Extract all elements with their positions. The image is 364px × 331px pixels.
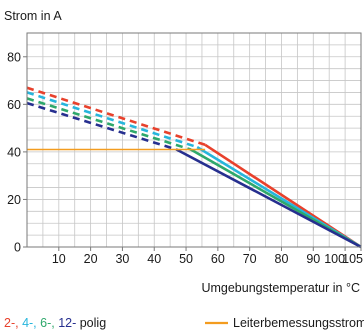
plot-frame: [26, 32, 362, 248]
y-tick-label: 80: [7, 50, 21, 64]
series-solid-line: [175, 148, 362, 249]
x-tick-label: 20: [84, 252, 98, 266]
legend-pole-item: 6-,: [40, 316, 58, 330]
x-tick-label: 80: [275, 252, 289, 266]
x-tick-label: 70: [243, 252, 257, 266]
x-tick-label: 50: [179, 252, 193, 266]
legend-pole-item: 12-: [58, 316, 80, 330]
legend-rated-current-label: Leiterbemessungsstrom: [233, 316, 364, 330]
x-tick-label: 105: [342, 252, 363, 266]
x-tick-label: 100: [324, 252, 345, 266]
legend-pole-item: polig: [80, 316, 106, 330]
series-dashed-line: [26, 91, 198, 149]
series-dashed-line: [26, 97, 192, 151]
series-lines: [26, 86, 362, 249]
series-dashed-line: [26, 101, 177, 151]
y-tick-label: 0: [14, 241, 21, 255]
y-tick-label: 40: [7, 145, 21, 159]
x-tick-label: 30: [115, 252, 129, 266]
x-axis-title: Umgebungstemperatur in °C: [201, 281, 360, 295]
legend: 2-, 4-, 6-, 12- polig Leiterbemessungsst…: [4, 316, 364, 330]
y-tick-label: 20: [7, 193, 21, 207]
legend-pole-item: 2-,: [4, 316, 22, 330]
y-axis-title: Strom in A: [4, 9, 62, 23]
x-tick-label: 40: [147, 252, 161, 266]
x-tick-label: 90: [306, 252, 320, 266]
x-tick-label: 60: [211, 252, 225, 266]
legend-pole-item: 4-,: [22, 316, 40, 330]
legend-pole-counts: 2-, 4-, 6-, 12- polig: [4, 316, 106, 330]
y-tick-label: 60: [7, 98, 21, 112]
x-tick-label: 10: [52, 252, 66, 266]
